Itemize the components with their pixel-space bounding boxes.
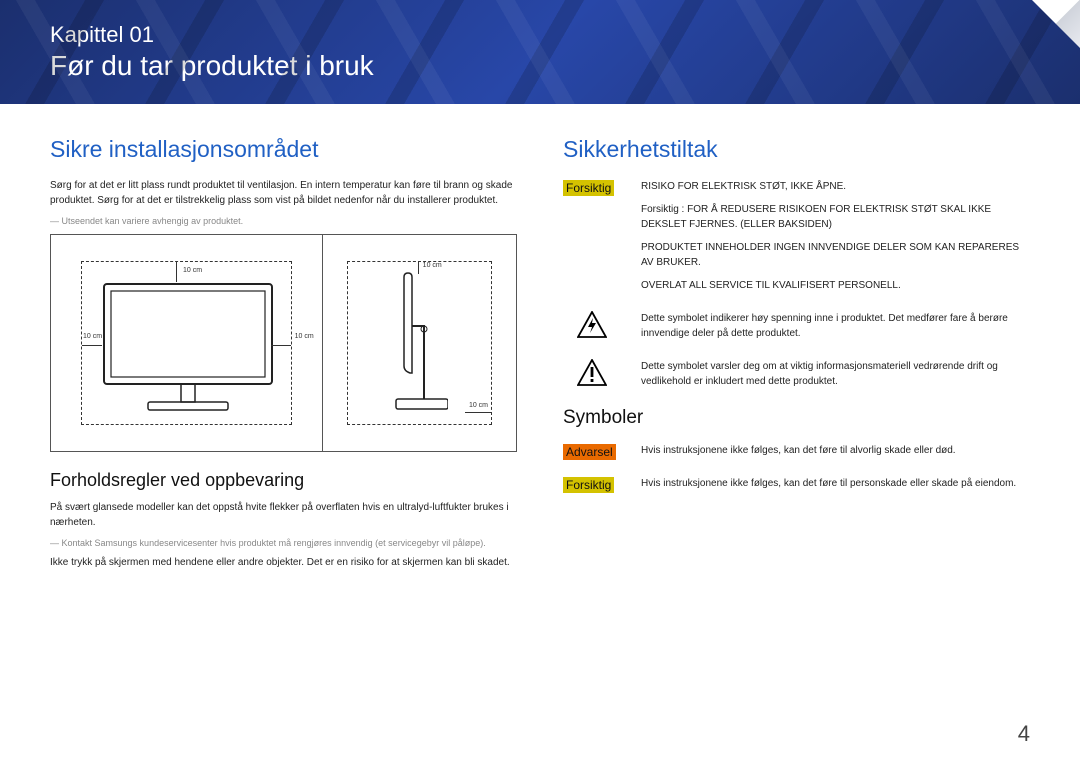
caution-l2: Forsiktig : FOR Å REDUSERE RISIKOEN FOR …	[641, 202, 1030, 232]
lightning-triangle-icon	[577, 311, 607, 338]
warning-badge: Advarsel	[563, 444, 616, 460]
storage-note: Kontakt Samsungs kundeservicesenter hvis…	[50, 538, 517, 548]
diagram-side-view: 10 cm 10 cm	[323, 235, 516, 451]
clearance-diagram: 10 cm 10 cm 10 cm 10 cm	[50, 234, 517, 452]
exclamation-triangle-icon	[577, 359, 607, 386]
cm-label-right: 10 cm	[295, 333, 314, 340]
caution-badge-2: Forsiktig	[563, 477, 614, 493]
safety-heading: Sikkerhetstiltak	[563, 136, 1030, 163]
bolt-row: Dette symbolet indikerer høy spenning in…	[563, 311, 1030, 349]
excl-row: Dette symbolet varsler deg om at viktig …	[563, 359, 1030, 397]
content-area: Sikre installasjonsområdet Sørg for at d…	[0, 104, 1080, 579]
cm-label-top2: 10 cm	[423, 262, 442, 269]
diagram-front-view: 10 cm 10 cm 10 cm	[51, 235, 323, 451]
left-column: Sikre installasjonsområdet Sørg for at d…	[50, 136, 517, 579]
symbols-heading: Symboler	[563, 407, 1030, 429]
install-note: Utseendet kan variere avhengig av produk…	[50, 216, 517, 226]
monitor-front-icon	[103, 283, 273, 413]
cm-label-br: 10 cm	[469, 402, 488, 409]
caution-badge: Forsiktig	[563, 180, 614, 196]
caution-l3: PRODUKTET INNEHOLDER INGEN INNVENDIGE DE…	[641, 240, 1030, 270]
install-heading: Sikre installasjonsområdet	[50, 136, 517, 163]
sym-warning-text: Hvis instruksjonene ikke følges, kan det…	[641, 443, 1030, 458]
caution-l4: OVERLAT ALL SERVICE TIL KVALIFISERT PERS…	[641, 278, 1030, 293]
install-text: Sørg for at det er litt plass rundt prod…	[50, 179, 517, 208]
cm-label-left: 10 cm	[83, 333, 102, 340]
symbol-warning-row: Advarsel Hvis instruksjonene ikke følges…	[563, 443, 1030, 466]
storage-p1: På svært glansede modeller kan det oppst…	[50, 501, 517, 530]
symbol-caution-row: Forsiktig Hvis instruksjonene ikke følge…	[563, 476, 1030, 499]
bolt-text: Dette symbolet indikerer høy spenning in…	[641, 311, 1030, 341]
cm-label-top: 10 cm	[183, 267, 202, 274]
monitor-side-icon	[378, 271, 448, 419]
excl-text: Dette symbolet varsler deg om at viktig …	[641, 359, 1030, 389]
caution-l1: RISIKO FOR ELEKTRISK STØT, IKKE ÅPNE.	[641, 179, 1030, 194]
right-column: Sikkerhetstiltak Forsiktig RISIKO FOR EL…	[563, 136, 1030, 579]
chapter-label: Kapittel 01	[50, 22, 1080, 48]
sym-caution-text: Hvis instruksjonene ikke følges, kan det…	[641, 476, 1030, 491]
storage-p2: Ikke trykk på skjermen med hendene eller…	[50, 556, 517, 571]
chapter-header: Kapittel 01 Før du tar produktet i bruk	[0, 0, 1080, 104]
storage-heading: Forholdsregler ved oppbevaring	[50, 470, 517, 491]
page-number: 4	[1018, 721, 1030, 747]
chapter-title: Før du tar produktet i bruk	[50, 50, 1080, 82]
caution-block: Forsiktig RISIKO FOR ELEKTRISK STØT, IKK…	[563, 179, 1030, 301]
